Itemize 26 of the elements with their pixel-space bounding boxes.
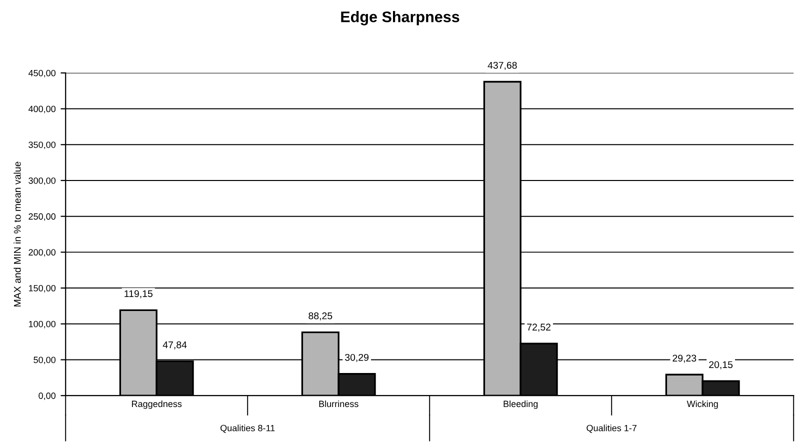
text: Qualities 1-7 bbox=[586, 424, 636, 433]
data-label: 30,29 bbox=[345, 354, 369, 362]
data-label: 72,52 bbox=[527, 324, 550, 332]
y-axis-title: MAX and MIN in % to mean value bbox=[14, 162, 21, 306]
chart-title: Edge Sharpness bbox=[341, 11, 460, 26]
text: Qualities 8-11 bbox=[220, 424, 275, 433]
y-tick-label: 150,00 bbox=[28, 285, 56, 292]
data-label: 437,68 bbox=[488, 62, 517, 70]
x-tick-label: Bleeding bbox=[504, 400, 538, 409]
x-tick-label: Raggedness bbox=[132, 400, 182, 409]
data-label: 47,84 bbox=[162, 341, 187, 350]
data-label: 119,15 bbox=[124, 290, 153, 298]
x-tick-label: Blurriness bbox=[319, 400, 358, 408]
y-tick-label: 400,00 bbox=[28, 106, 56, 114]
y-tick-label: 350,00 bbox=[28, 142, 56, 150]
y-tick-label: 250,00 bbox=[28, 213, 56, 221]
y-tick-label: 100,00 bbox=[28, 320, 56, 328]
y-tick-label: 200,00 bbox=[28, 249, 56, 257]
y-tick-label: 450,00 bbox=[28, 70, 56, 78]
y-tick-label: 300,00 bbox=[28, 177, 56, 185]
data-label: 20,15 bbox=[709, 361, 733, 370]
y-tick-label: 0,00 bbox=[38, 392, 56, 400]
data-label: 88,25 bbox=[308, 312, 332, 320]
y-tick-label: 50,00 bbox=[34, 356, 56, 364]
data-label: 29,23 bbox=[672, 354, 696, 363]
x-tick-label: Wicking bbox=[686, 400, 718, 409]
